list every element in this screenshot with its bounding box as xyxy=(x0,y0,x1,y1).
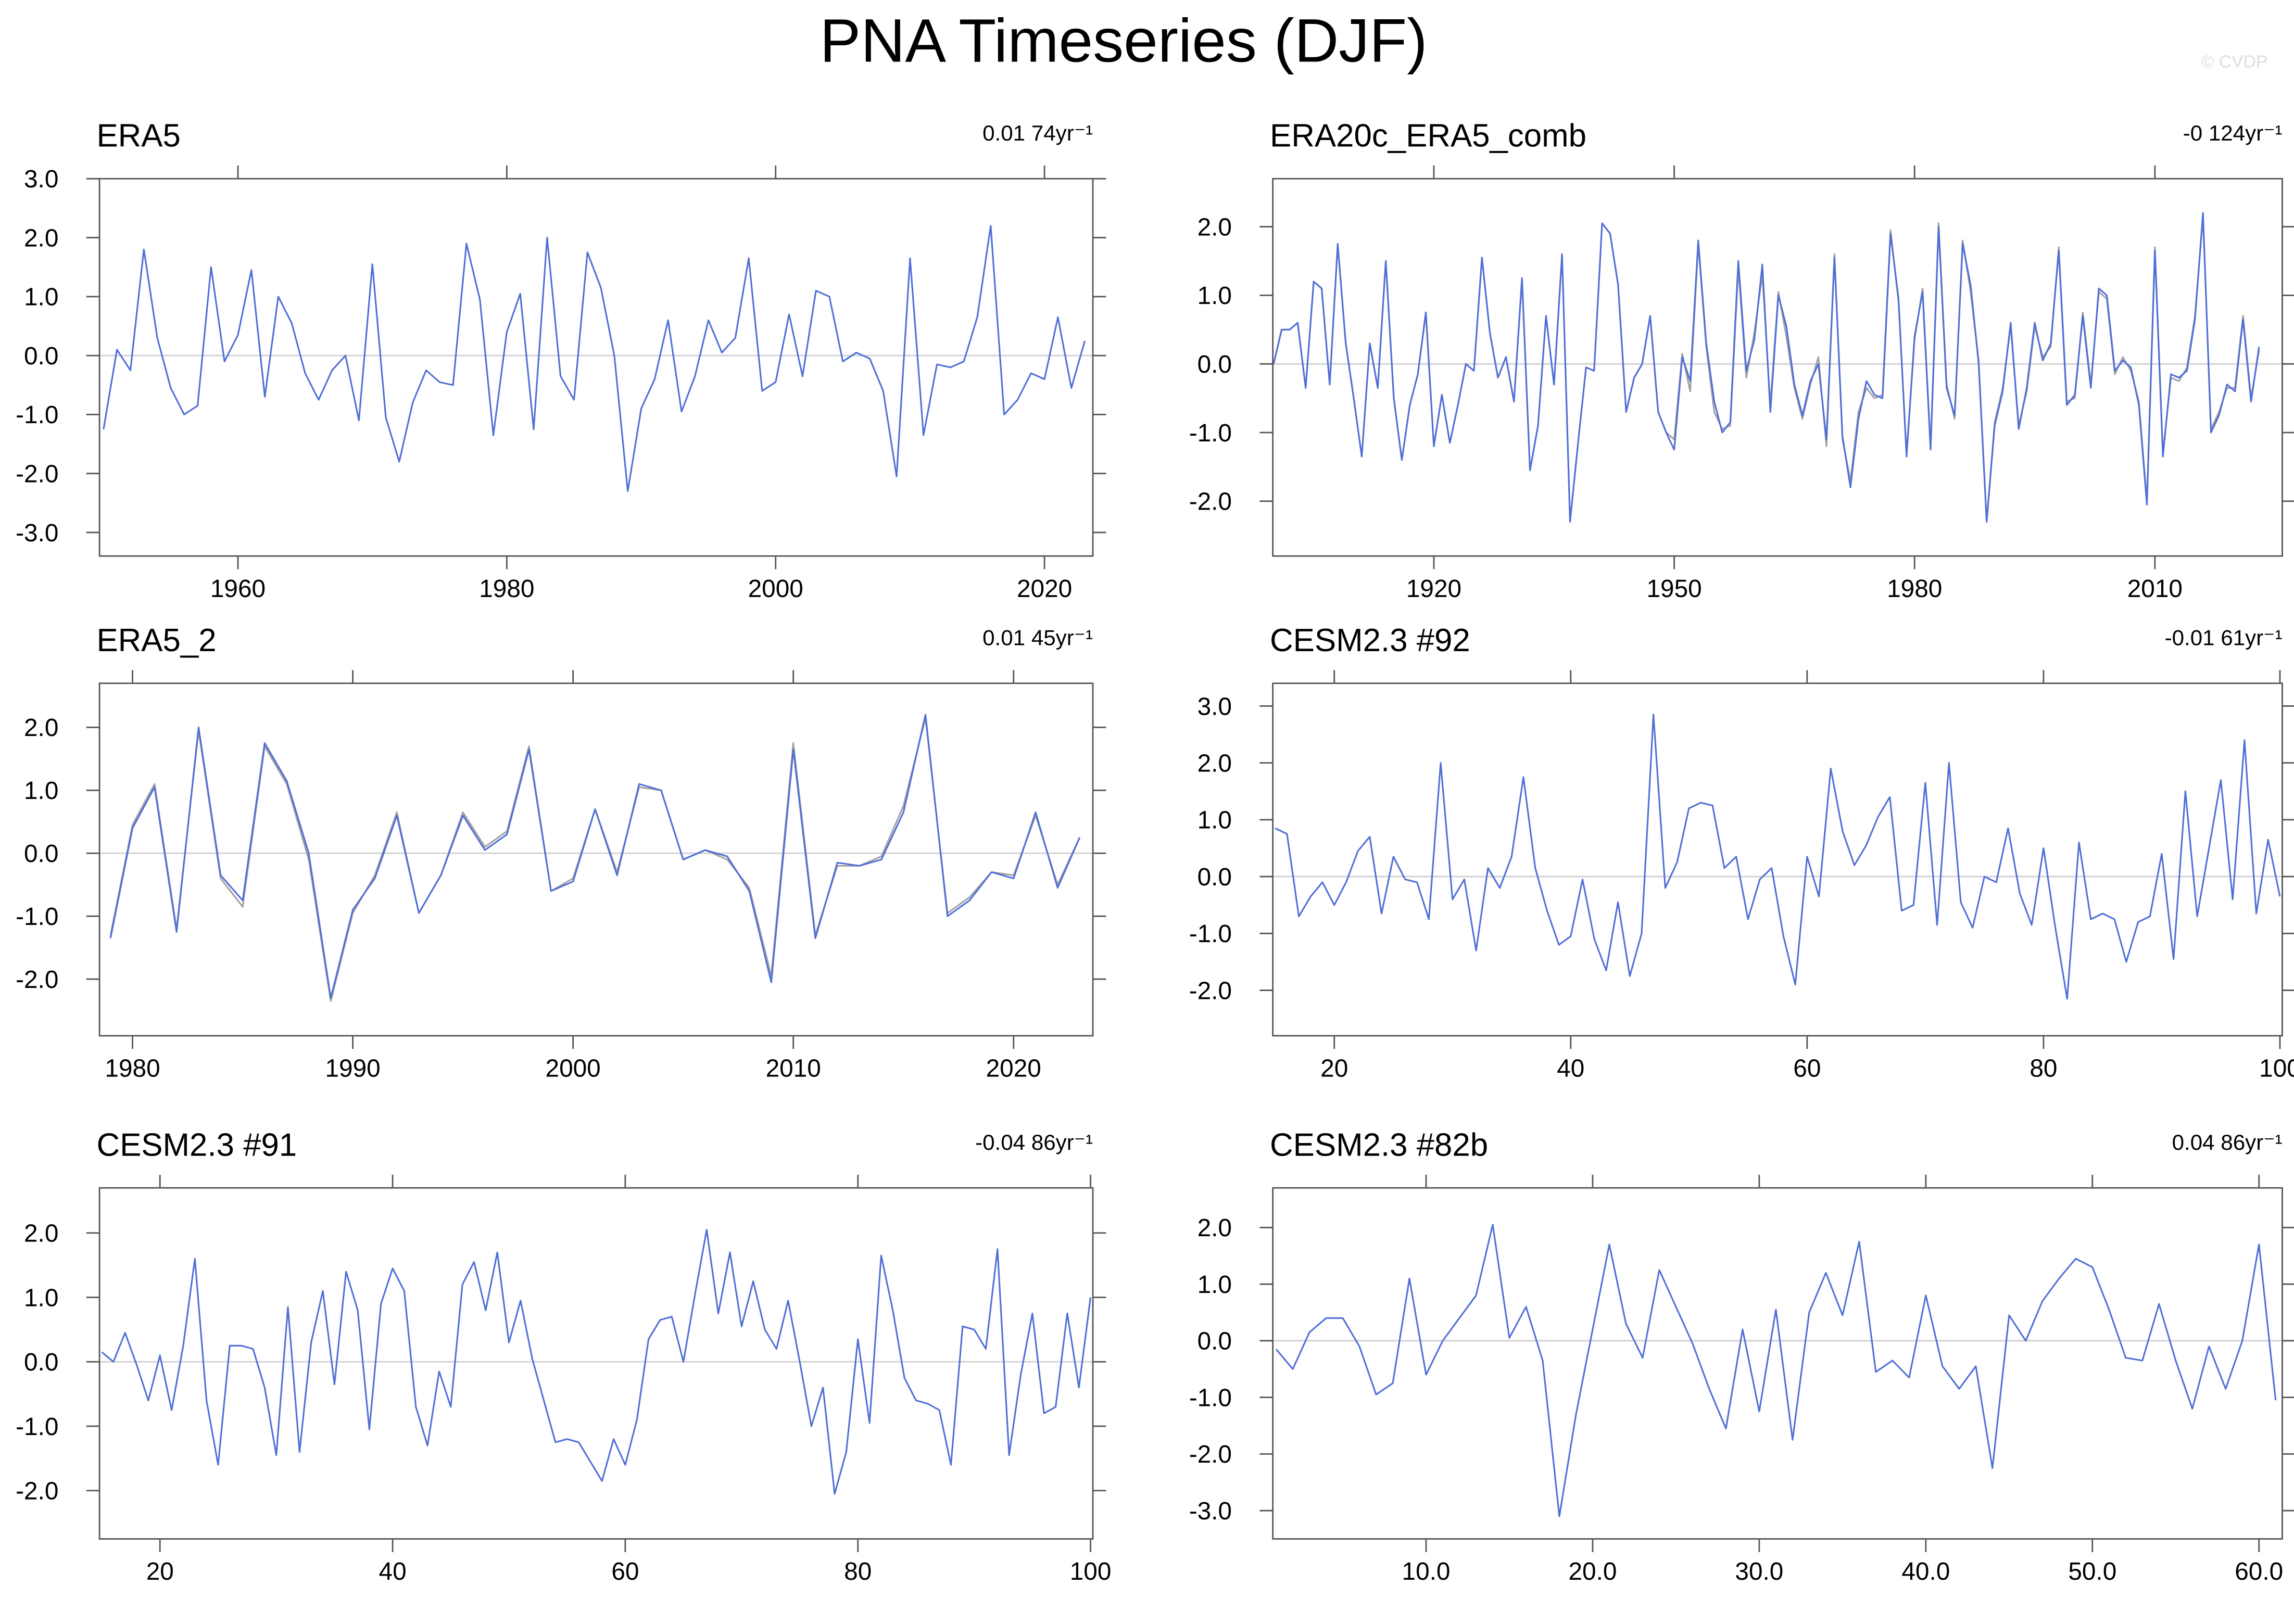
x-tick-label: 60 xyxy=(1793,1055,1821,1083)
x-tick-label: 80 xyxy=(844,1558,872,1585)
x-tick-label: 30.0 xyxy=(1735,1558,1783,1585)
series-line xyxy=(101,1229,1092,1495)
x-tick-label: 2000 xyxy=(546,1055,601,1083)
y-tick-label: -1.0 xyxy=(16,401,58,429)
y-tick-label: 0.0 xyxy=(1198,351,1232,378)
series-line xyxy=(1275,714,2281,1000)
series-line xyxy=(1272,212,2260,523)
plot-frame xyxy=(98,682,1094,1037)
y-tick-label: 2.0 xyxy=(1198,213,1232,241)
panel-title: ERA5 xyxy=(96,118,180,154)
y-tick-label: 0.0 xyxy=(1198,864,1232,891)
series-line xyxy=(1275,1224,2277,1517)
y-tick-label: -2.0 xyxy=(16,966,58,994)
x-tick-label: 1990 xyxy=(325,1055,380,1083)
plot-frame xyxy=(1272,177,2283,557)
x-tick-label: 1980 xyxy=(105,1055,160,1083)
y-tick-label: 1.0 xyxy=(1198,1271,1232,1299)
x-tick-label: 1980 xyxy=(1887,575,1942,603)
y-tick-label: 1.0 xyxy=(1198,282,1232,310)
y-tick-label: 3.0 xyxy=(1198,693,1232,720)
y-tick-label: 2.0 xyxy=(24,224,58,252)
y-tick-label: 0.0 xyxy=(24,840,58,868)
x-tick-label: 40 xyxy=(379,1558,407,1585)
plot-frame xyxy=(98,1187,1094,1540)
x-tick-label: 1950 xyxy=(1646,575,1701,603)
y-tick-label: 1.0 xyxy=(24,1284,58,1312)
y-tick-label: 2.0 xyxy=(24,1220,58,1248)
y-tick-label: 2.0 xyxy=(1198,750,1232,777)
y-tick-label: -1.0 xyxy=(16,903,58,931)
x-tick-label: 2020 xyxy=(1017,575,1072,603)
x-tick-label: 1980 xyxy=(479,575,534,603)
panel-title: CESM2.3 #82b xyxy=(1270,1127,1488,1163)
x-tick-label: 40 xyxy=(1557,1055,1584,1083)
x-tick-label: 60 xyxy=(611,1558,639,1585)
x-tick-label: 2010 xyxy=(2127,575,2183,603)
x-tick-label: 1920 xyxy=(1406,575,1461,603)
y-tick-label: -3.0 xyxy=(1189,1498,1232,1525)
x-tick-label: 20.0 xyxy=(1568,1558,1617,1585)
panel-title: ERA5_2 xyxy=(96,623,216,658)
panel-trend: -0 124yr⁻¹ xyxy=(2183,121,2283,145)
x-tick-label: 50.0 xyxy=(2068,1558,2116,1585)
x-tick-label: 2000 xyxy=(748,575,803,603)
x-tick-label: 2020 xyxy=(986,1055,1041,1083)
x-tick-label: 2010 xyxy=(766,1055,821,1083)
series-line xyxy=(109,714,1081,999)
panel-trend: 0.01 74yr⁻¹ xyxy=(982,121,1093,145)
y-tick-label: 3.0 xyxy=(24,166,58,193)
y-tick-label: 0.0 xyxy=(24,1349,58,1376)
panel-trend: 0.01 45yr⁻¹ xyxy=(982,626,1093,650)
panel-title: ERA20c_ERA5_comb xyxy=(1270,118,1586,154)
x-tick-label: 60.0 xyxy=(2235,1558,2283,1585)
y-tick-label: 1.0 xyxy=(24,284,58,311)
y-tick-label: -2.0 xyxy=(16,1478,58,1505)
panel-trend: -0.01 61yr⁻¹ xyxy=(2165,626,2283,650)
y-tick-label: -2.0 xyxy=(1189,488,1232,516)
y-tick-label: -2.0 xyxy=(1189,977,1232,1005)
y-tick-label: -1.0 xyxy=(16,1413,58,1441)
x-tick-label: 20 xyxy=(146,1558,174,1585)
plot-frame xyxy=(1272,1187,2283,1540)
y-tick-label: 0.0 xyxy=(1198,1328,1232,1355)
y-tick-label: -1.0 xyxy=(1189,920,1232,948)
x-tick-label: 80 xyxy=(2030,1055,2057,1083)
y-tick-label: -2.0 xyxy=(16,461,58,488)
panel-title: CESM2.3 #92 xyxy=(1270,623,1470,658)
y-tick-label: 1.0 xyxy=(1198,807,1232,834)
plot-frame xyxy=(98,177,1094,557)
y-tick-label: -1.0 xyxy=(1189,420,1232,447)
panel-title: CESM2.3 #91 xyxy=(96,1127,297,1163)
x-tick-label: 1960 xyxy=(210,575,266,603)
y-tick-label: -1.0 xyxy=(1189,1384,1232,1412)
x-tick-label: 10.0 xyxy=(1402,1558,1451,1585)
series-line xyxy=(103,225,1086,492)
credit: © CVDP xyxy=(2201,52,2268,72)
panel-trend: -0.04 86yr⁻¹ xyxy=(975,1130,1093,1154)
plot-frame xyxy=(1272,682,2283,1037)
panel-trend: 0.04 86yr⁻¹ xyxy=(2172,1130,2283,1154)
x-tick-label: 40.0 xyxy=(1901,1558,1950,1585)
y-tick-label: 2.0 xyxy=(1198,1214,1232,1242)
x-tick-label: 100 xyxy=(2259,1055,2294,1083)
y-tick-label: 1.0 xyxy=(24,777,58,805)
x-tick-label: 100 xyxy=(1070,1558,1112,1585)
y-tick-label: -2.0 xyxy=(1189,1441,1232,1468)
y-tick-label: -3.0 xyxy=(16,519,58,547)
figure-title: PNA Timeseries (DJF) xyxy=(820,6,1428,75)
x-tick-label: 20 xyxy=(1320,1055,1348,1083)
y-tick-label: 0.0 xyxy=(24,342,58,370)
y-tick-label: 2.0 xyxy=(24,714,58,742)
